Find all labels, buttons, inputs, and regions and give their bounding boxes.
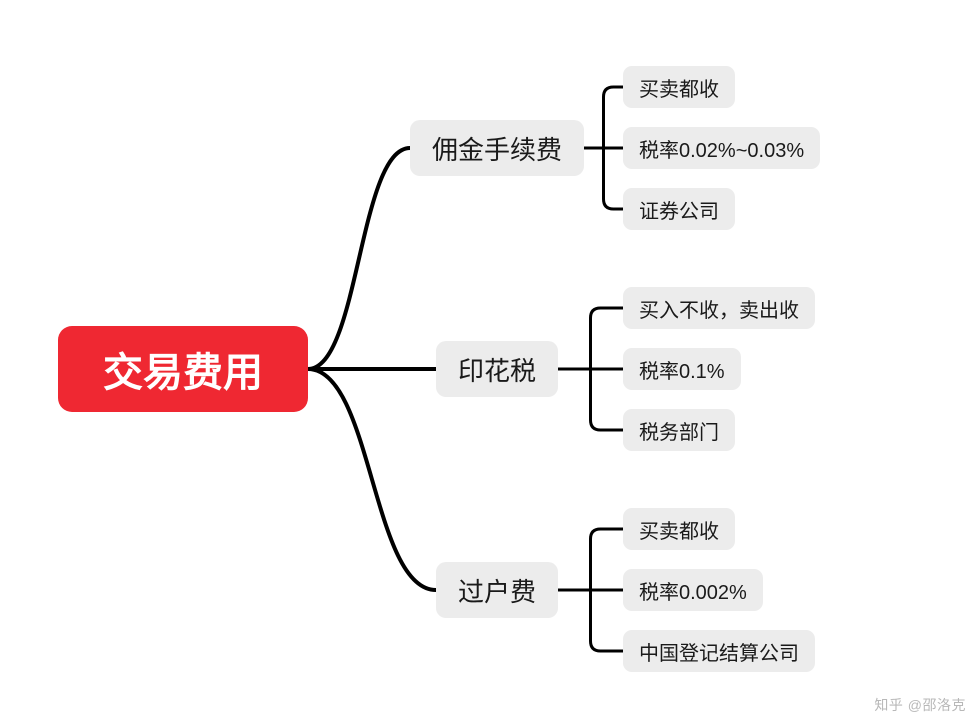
leaf-node-0-2: 证券公司	[623, 188, 735, 230]
root-node: 交易费用	[58, 326, 308, 412]
leaf-node-2-0: 买卖都收	[623, 508, 735, 550]
leaf-node-1-1: 税率0.1%	[623, 348, 741, 390]
mindmap-canvas: 交易费用佣金手续费买卖都收税率0.02%~0.03%证券公司印花税买入不收，卖出…	[0, 0, 980, 725]
leaf-node-0-1: 税率0.02%~0.03%	[623, 127, 820, 169]
leaf-node-1-2: 税务部门	[623, 409, 735, 451]
leaf-node-2-1: 税率0.002%	[623, 569, 763, 611]
watermark: 知乎 @邵洛克	[874, 695, 966, 715]
branch-node-2: 过户费	[436, 562, 558, 618]
branch-node-1: 印花税	[436, 341, 558, 397]
leaf-node-2-2: 中国登记结算公司	[623, 630, 815, 672]
leaf-node-0-0: 买卖都收	[623, 66, 735, 108]
leaf-node-1-0: 买入不收，卖出收	[623, 287, 815, 329]
branch-node-0: 佣金手续费	[410, 120, 584, 176]
